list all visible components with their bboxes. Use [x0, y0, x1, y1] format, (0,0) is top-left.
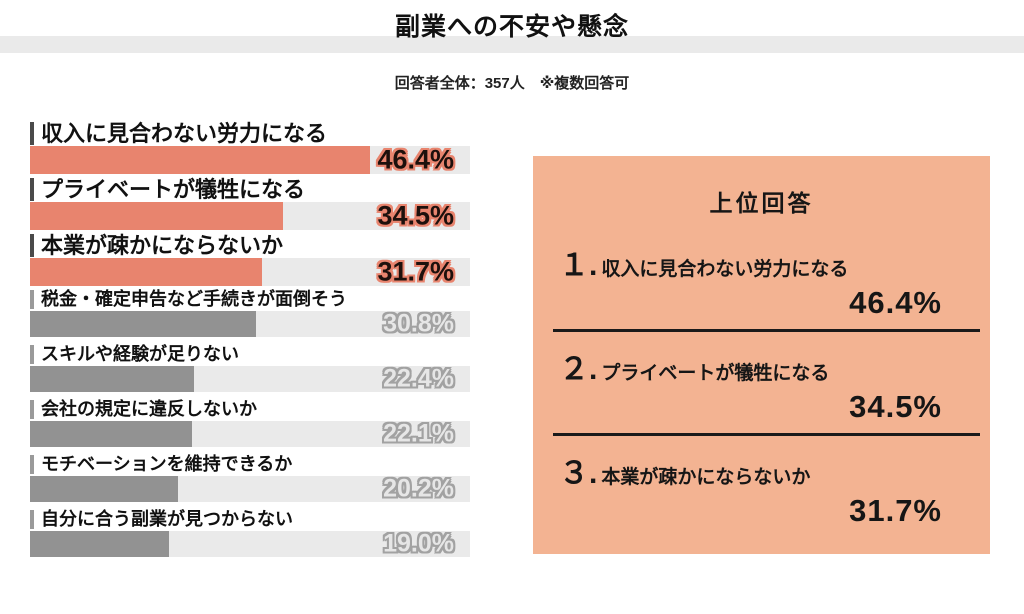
bar-label: 税金・確定申告など手続きが面倒そう: [30, 290, 347, 309]
bar-track: 34.5%: [30, 200, 470, 231]
panel-divider: [553, 433, 980, 436]
panel-item-label: 収入に見合わない労力になる: [601, 259, 849, 280]
panel-item-value: 34.5%: [849, 389, 942, 424]
page-title: 副業への不安や懸念: [394, 13, 629, 41]
panel-item-value: 31.7%: [849, 493, 942, 528]
panel-item-label: プライベートが犠牲になる: [601, 363, 830, 384]
bar-fill: [30, 146, 371, 174]
bar-track: 20.2%: [30, 474, 470, 503]
panel-item-rank: ２.: [559, 353, 598, 386]
bar-row: スキルや経験が足りない 22.4%: [30, 345, 470, 393]
panel-item-head: ３. 本業が疎かにならないか: [559, 448, 964, 492]
bar-value: 20.2%: [383, 474, 454, 503]
panel-item-head: １. 収入に見合わない労力になる: [559, 240, 964, 284]
bar-fill: [30, 476, 179, 502]
respondents-note: 回答者全体：357人 ※複数回答可: [394, 75, 630, 92]
bar-row: モチベーションを維持できるか 20.2%: [30, 455, 470, 503]
bar-track: 30.8%: [30, 309, 470, 338]
bar-row: 自分に合う副業が見つからない 19.0%: [30, 510, 470, 558]
bar-chart: 収入に見合わない労力になる 46.4% プライベートが犠牲になる 34.5% 本…: [30, 122, 470, 565]
panel-item: ２. プライベートが犠牲になる 34.5%: [533, 344, 990, 425]
bar-track: 19.0%: [30, 529, 470, 558]
panel-item-rank: ３.: [559, 457, 598, 490]
bar-label: 会社の規定に違反しないか: [30, 400, 257, 419]
panel-item: １. 収入に見合わない労力になる 46.4%: [533, 240, 990, 321]
bar-row: 会社の規定に違反しないか 22.1%: [30, 400, 470, 448]
panel-item-value: 46.4%: [849, 285, 942, 320]
title-underline-band: [0, 36, 1024, 53]
bar-fill: [30, 366, 195, 392]
panel-item: ３. 本業が疎かにならないか 31.7%: [533, 448, 990, 529]
panel-item-rank: １.: [559, 249, 598, 282]
bar-label: 収入に見合わない労力になる: [30, 122, 327, 145]
bar-row: 税金・確定申告など手続きが面倒そう 30.8%: [30, 290, 470, 338]
bar-label: スキルや経験が足りない: [30, 345, 239, 364]
bar-fill: [30, 258, 263, 286]
bar-label: 本業が疎かにならないか: [30, 234, 283, 257]
bar-fill: [30, 421, 192, 447]
panel-item-head: ２. プライベートが犠牲になる: [559, 344, 964, 388]
bar-track: 22.4%: [30, 364, 470, 393]
bar-value: 34.5%: [377, 200, 454, 231]
bar-label: モチベーションを維持できるか: [30, 455, 292, 474]
bar-row: 本業が疎かにならないか 31.7%: [30, 234, 470, 287]
bar-track: 31.7%: [30, 256, 470, 287]
top-answers-panel: 上位回答 １. 収入に見合わない労力になる 46.4% ２. プライベートが犠牲にな…: [533, 156, 990, 554]
bar-value: 19.0%: [383, 529, 454, 558]
bar-row: プライベートが犠牲になる 34.5%: [30, 178, 470, 231]
panel-item-label: 本業が疎かにならないか: [601, 467, 811, 488]
bar-value: 22.4%: [383, 364, 454, 393]
bar-track: 22.1%: [30, 419, 470, 448]
bar-row: 収入に見合わない労力になる 46.4%: [30, 122, 470, 175]
bar-fill: [30, 311, 256, 337]
bar-value: 31.7%: [377, 256, 454, 287]
bar-value: 30.8%: [383, 309, 454, 338]
bar-value: 22.1%: [383, 419, 454, 448]
bar-fill: [30, 531, 170, 557]
bar-track: 46.4%: [30, 144, 470, 175]
bar-fill: [30, 202, 283, 230]
bar-value: 46.4%: [377, 144, 454, 175]
panel-title: 上位回答: [709, 190, 814, 216]
panel-items: １. 収入に見合わない労力になる 46.4% ２. プライベートが犠牲になる 34.…: [533, 240, 990, 529]
bar-label: 自分に合う副業が見つからない: [30, 510, 293, 529]
bar-label: プライベートが犠牲になる: [30, 178, 305, 201]
panel-divider: [553, 329, 980, 332]
